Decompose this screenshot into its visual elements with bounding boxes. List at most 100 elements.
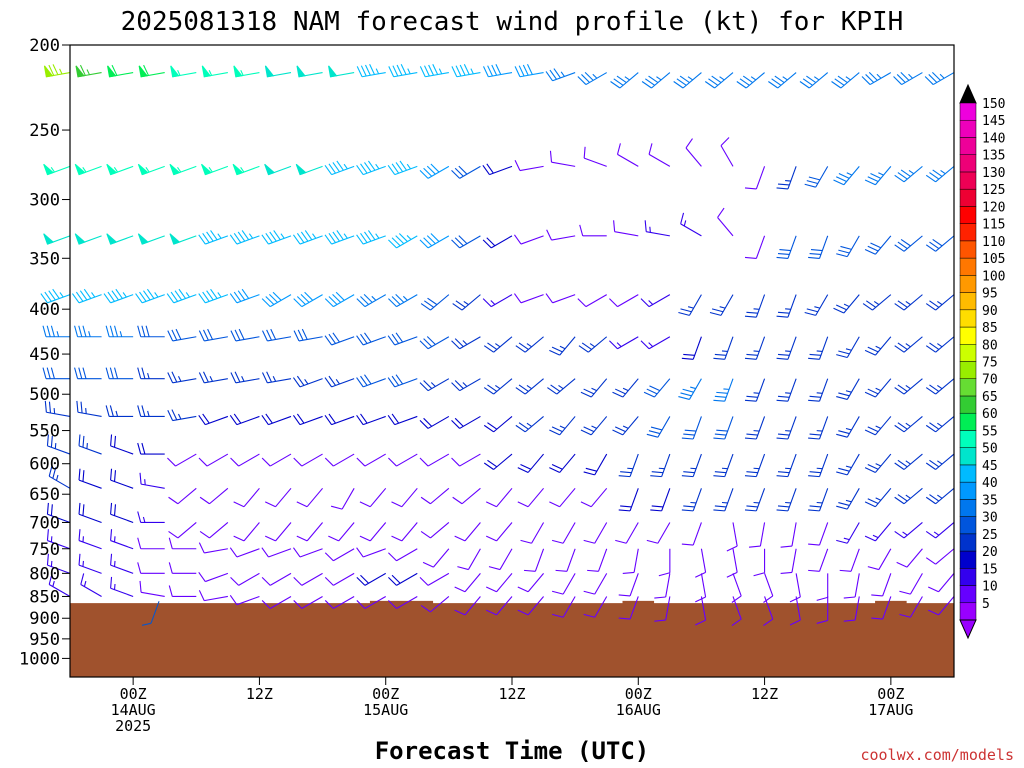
- wind-barb: [744, 378, 766, 402]
- wind-barb: [229, 288, 260, 304]
- colorbar-swatch: [959, 395, 977, 414]
- wind-barb: [654, 596, 671, 622]
- wind-barb: [808, 378, 829, 402]
- wind-barb: [736, 72, 765, 89]
- wind-barb: [658, 548, 671, 577]
- wind-barb: [141, 601, 160, 626]
- wind-barb: [646, 522, 671, 544]
- wind-barb: [808, 488, 829, 512]
- wind-barb: [137, 233, 165, 245]
- wind-barb: [804, 294, 829, 316]
- wind-barb: [640, 336, 671, 350]
- wind-barb: [110, 468, 134, 489]
- colorbar-label: 55: [982, 424, 998, 439]
- wind-barb: [551, 596, 576, 618]
- wind-barb: [40, 288, 71, 304]
- wind-barb: [80, 573, 102, 597]
- wind-barb: [831, 72, 860, 89]
- wind-barb: [925, 378, 955, 395]
- wind-barb: [925, 165, 955, 183]
- wind-barb: [483, 63, 513, 78]
- colorbar-label: 40: [982, 476, 998, 491]
- wind-barb: [107, 64, 134, 78]
- wind-barb: [451, 415, 481, 429]
- wind-barb: [513, 234, 544, 245]
- y-tick-label: 450: [29, 345, 60, 365]
- wind-barb: [261, 291, 292, 308]
- wind-barb: [330, 488, 355, 510]
- y-tick-label: 350: [29, 249, 60, 269]
- wind-barb: [514, 63, 544, 78]
- wind-barb: [864, 166, 892, 186]
- wind-barb: [713, 488, 734, 512]
- wind-barb: [43, 64, 71, 78]
- wind-barb: [551, 573, 576, 595]
- wind-barb: [648, 143, 671, 167]
- wind-barb: [419, 378, 450, 392]
- wind-barb: [549, 150, 576, 167]
- wind-barb: [513, 293, 544, 304]
- wind-barb: [229, 595, 260, 606]
- wind-barb: [744, 416, 766, 440]
- wind-barb: [615, 522, 639, 544]
- x-tick-label: 00Z: [625, 685, 652, 703]
- wind-barb: [233, 487, 260, 508]
- wind-barb: [71, 288, 102, 304]
- wind-barb: [78, 553, 102, 574]
- y-tick-label: 550: [29, 422, 60, 442]
- wind-barb: [808, 235, 829, 259]
- wind-barb: [137, 562, 165, 574]
- wind-barb: [583, 146, 607, 167]
- wind-barb: [515, 378, 544, 395]
- colorbar-swatch: [959, 154, 977, 173]
- wind-barb: [457, 548, 481, 571]
- wind-barb: [927, 573, 955, 593]
- wind-barb: [547, 378, 576, 395]
- wind-barb: [419, 163, 450, 179]
- wind-barb: [387, 160, 418, 176]
- wind-barb: [356, 453, 386, 467]
- colorbar-label: 135: [982, 149, 1005, 164]
- wind-barb: [717, 207, 734, 237]
- chart-title: 2025081318 NAM forecast wind profile (kt…: [121, 7, 904, 37]
- wind-barb: [545, 293, 576, 304]
- wind-barb: [452, 487, 481, 505]
- wind-barb: [517, 453, 544, 473]
- colorbar-swatch: [959, 188, 977, 207]
- wind-barb: [198, 571, 229, 583]
- colorbar-label: 145: [982, 114, 1005, 129]
- wind-barb: [612, 378, 639, 398]
- plot-area: [40, 44, 955, 678]
- wind-barb: [167, 409, 197, 422]
- wind-barb: [816, 596, 829, 624]
- wind-barb: [744, 336, 766, 360]
- wind-barb: [744, 166, 766, 190]
- colorbar-swatch: [959, 447, 977, 466]
- wind-barb: [612, 416, 639, 436]
- wind-barbs: [40, 63, 955, 627]
- colorbar-swatch: [959, 275, 977, 293]
- wind-barb: [833, 166, 860, 186]
- wind-barb: [295, 163, 323, 176]
- wind-barb: [391, 487, 418, 508]
- wind-barb: [167, 371, 197, 384]
- wind-barb: [262, 371, 292, 384]
- colorbar-label: 130: [982, 166, 1005, 181]
- wind-barb: [644, 220, 670, 237]
- wind-barb: [695, 548, 707, 578]
- wind-barb: [514, 159, 544, 172]
- wind-barb: [731, 596, 742, 627]
- colorbar-label: 10: [982, 580, 998, 595]
- wind-barb: [483, 453, 513, 470]
- wind-barb: [170, 65, 197, 78]
- wind-barb: [925, 548, 955, 565]
- wind-barb: [726, 522, 738, 552]
- wind-barb: [201, 163, 229, 176]
- wind-barb: [839, 548, 860, 572]
- wind-barb: [324, 291, 355, 308]
- wind-barb: [695, 573, 707, 603]
- wind-barb: [776, 416, 797, 440]
- wind-barb: [356, 332, 386, 346]
- wind-barb: [168, 522, 197, 539]
- wind-barb: [328, 65, 355, 78]
